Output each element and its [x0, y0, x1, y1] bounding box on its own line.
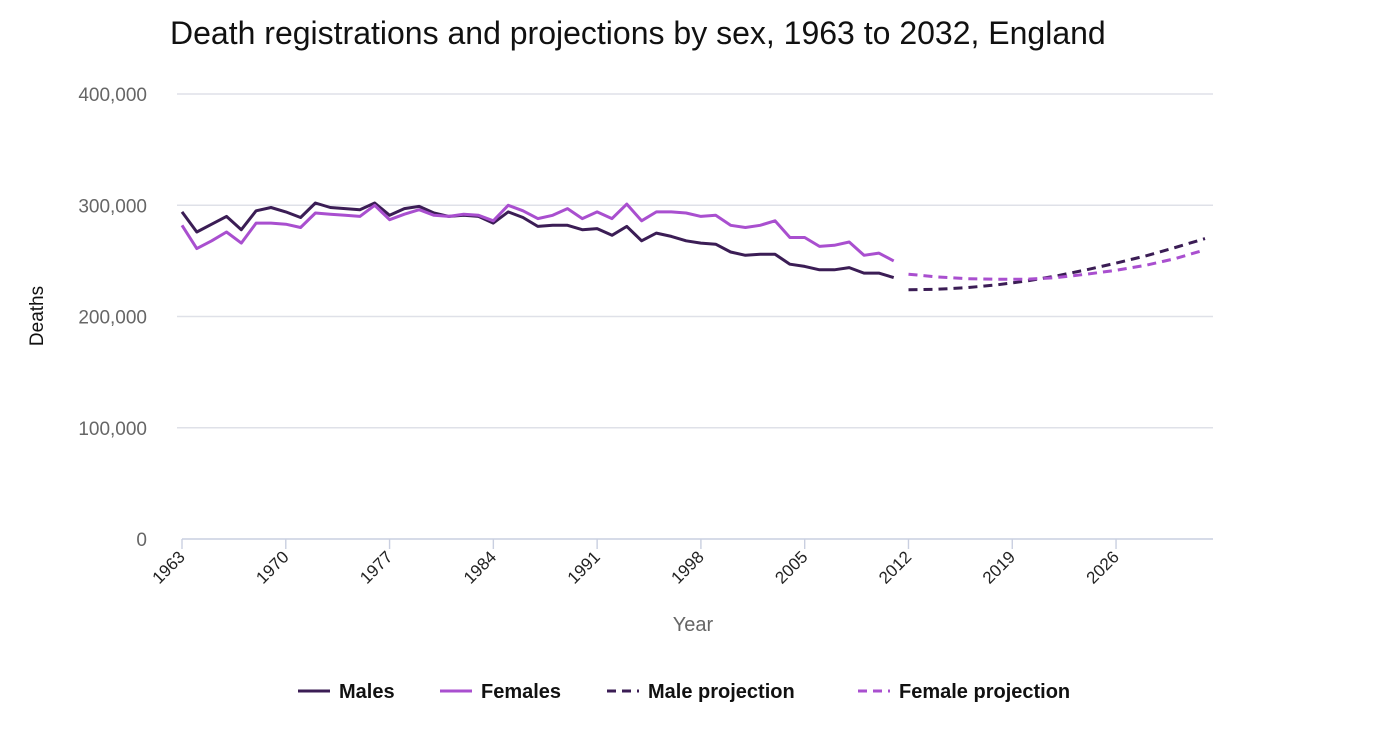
x-tick-label: 2005 [771, 547, 811, 587]
y-tick-label: 0 [136, 530, 147, 551]
y-axis-ticks: 0 100,000 200,000 300,000 400,000 [78, 85, 147, 551]
y-tick-label: 100,000 [78, 419, 147, 440]
x-tick-label: 1991 [564, 547, 604, 587]
x-tick-label: 2019 [979, 547, 1019, 587]
series-line-male-projection [908, 237, 1206, 292]
y-tick-label: 400,000 [78, 85, 147, 106]
series-line-males [180, 201, 895, 280]
x-axis-title: Year [673, 614, 714, 636]
gridlines [177, 93, 1213, 429]
x-tick-label: 1970 [252, 547, 292, 587]
legend-label-female-projection: Female projection [899, 681, 1070, 703]
series-lines [180, 201, 1206, 292]
series-line-females [180, 202, 895, 263]
legend: Males Females Male projection Female projec… [298, 681, 1070, 703]
legend-label-male-projection: Male projection [648, 681, 795, 703]
series-line-female-projection [908, 248, 1206, 281]
x-tick-label: 1963 [149, 547, 189, 587]
y-tick-label: 200,000 [78, 308, 147, 329]
x-tick-label: 2026 [1083, 547, 1123, 587]
x-tick-label: 1977 [356, 547, 396, 587]
legend-label-males: Males [339, 681, 395, 703]
x-tick-label: 2012 [875, 547, 915, 587]
x-axis-ticks: 1963 1970 1977 1984 1991 1998 2005 2012 2019 2026 [149, 539, 1123, 588]
chart-title: Death registrations and projections by s… [170, 15, 1106, 51]
y-tick-label: 300,000 [78, 196, 147, 217]
x-tick-label: 1998 [668, 547, 708, 587]
y-axis-title: Deaths [27, 286, 48, 346]
x-tick-label: 1984 [460, 547, 500, 587]
legend-label-females: Females [481, 681, 561, 703]
